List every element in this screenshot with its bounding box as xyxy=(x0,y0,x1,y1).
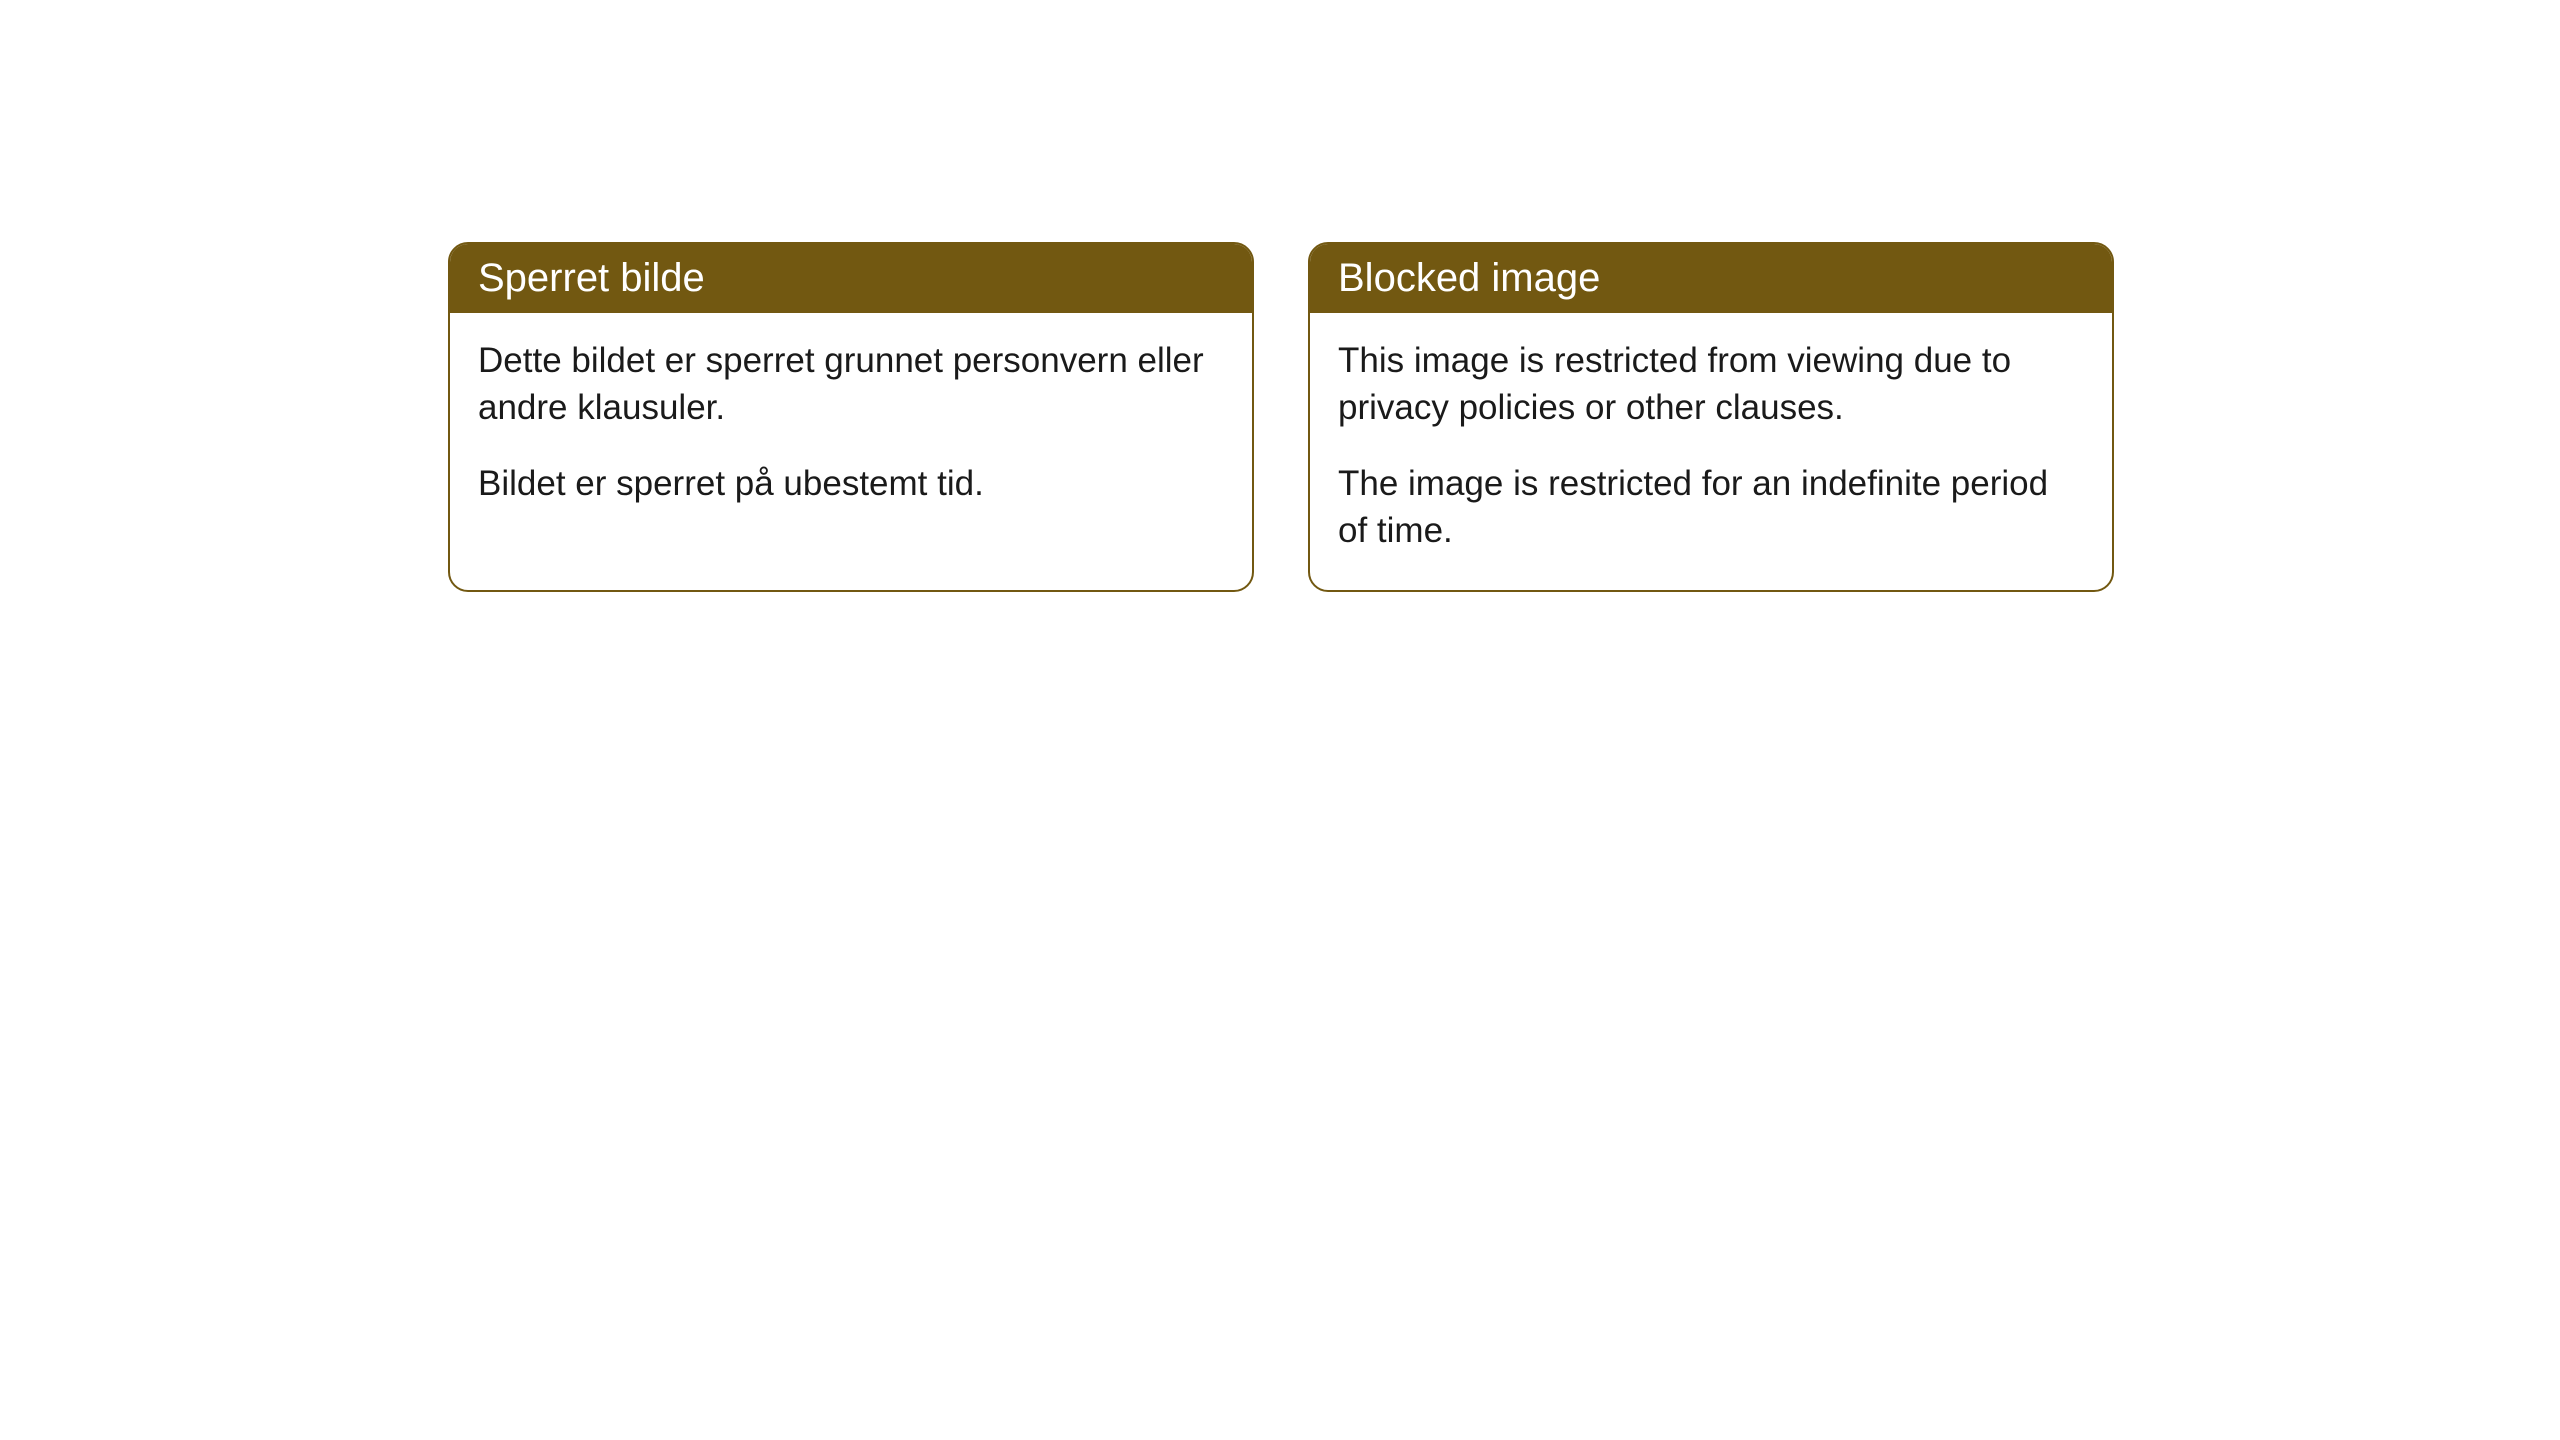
card-header-no: Sperret bilde xyxy=(450,244,1252,313)
card-title-no: Sperret bilde xyxy=(478,256,705,300)
card-paragraph-en-1: This image is restricted from viewing du… xyxy=(1338,337,2084,432)
card-body-en: This image is restricted from viewing du… xyxy=(1310,313,2112,590)
card-paragraph-no-1: Dette bildet er sperret grunnet personve… xyxy=(478,337,1224,432)
card-paragraph-no-2: Bildet er sperret på ubestemt tid. xyxy=(478,460,1224,507)
card-paragraph-en-2: The image is restricted for an indefinit… xyxy=(1338,460,2084,555)
card-body-no: Dette bildet er sperret grunnet personve… xyxy=(450,313,1252,543)
blocked-image-card-no: Sperret bilde Dette bildet er sperret gr… xyxy=(448,242,1254,592)
cards-container: Sperret bilde Dette bildet er sperret gr… xyxy=(448,242,2114,592)
blocked-image-card-en: Blocked image This image is restricted f… xyxy=(1308,242,2114,592)
card-header-en: Blocked image xyxy=(1310,244,2112,313)
card-title-en: Blocked image xyxy=(1338,256,1600,300)
